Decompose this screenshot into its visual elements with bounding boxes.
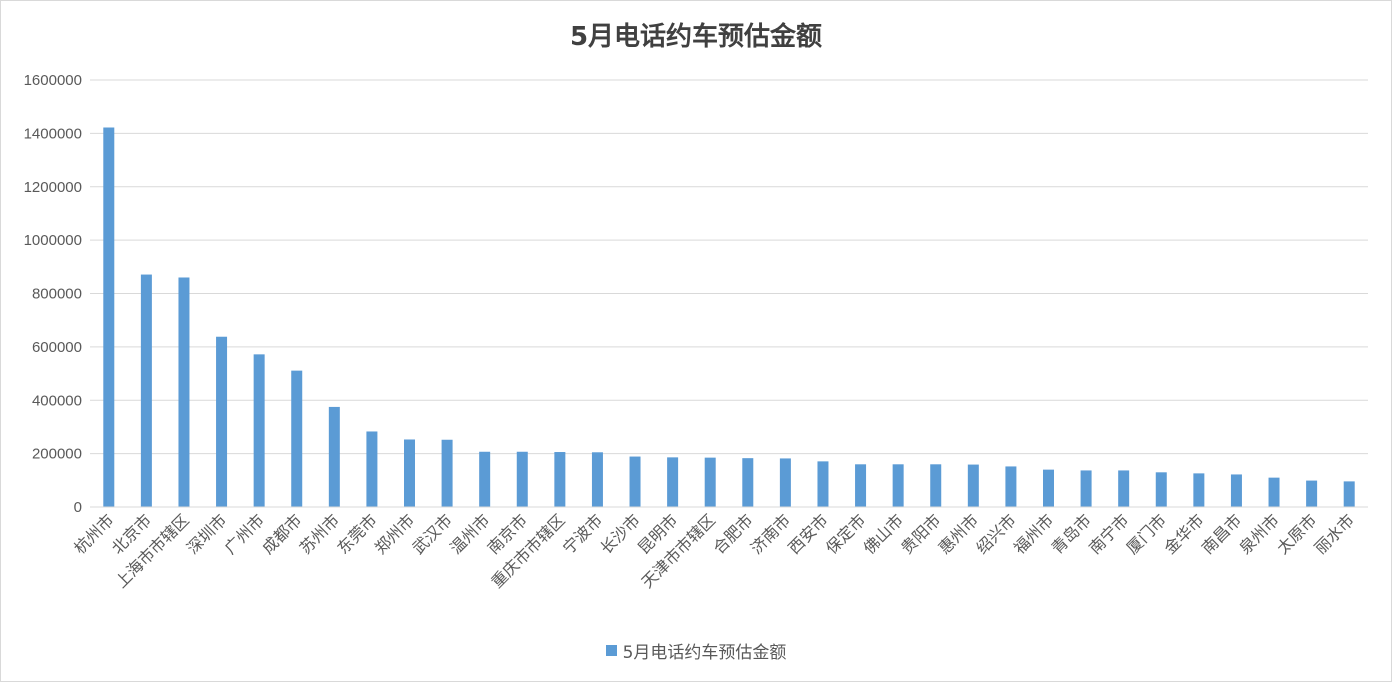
bar [779,458,791,507]
chart-title: 5月电话约车预估金额 [569,22,823,52]
bar [1043,469,1054,507]
bar [855,464,867,507]
x-tick-label: 泉州市 [1235,510,1282,557]
bar [140,274,152,507]
x-tick-label: 贵阳市 [897,510,944,557]
bars [103,127,1355,507]
bar [591,452,603,507]
x-tick-label: 西安市 [784,510,831,557]
x-tick-label: 丽水市 [1311,510,1358,557]
bar [1193,473,1205,507]
x-tick-label: 合肥市 [709,510,756,557]
bar [1268,477,1280,507]
x-tick-label: 郑州市 [371,510,418,557]
bar [291,370,303,507]
bar [366,431,378,507]
x-tick-label: 佛山市 [860,510,907,557]
bar [328,406,340,507]
x-tick-label: 苏州市 [296,510,343,557]
bar [1230,474,1242,507]
bar [1080,470,1092,507]
x-axis-ticks: 杭州市北京市上海市市辖区深圳市广州市成都市苏州市东莞市郑州市武汉市温州市南京市重… [70,510,1358,591]
x-tick-label: 保定市 [822,510,869,557]
y-tick-label: 800000 [32,286,82,303]
x-tick-label: 广州市 [221,510,268,557]
bar [253,354,265,507]
x-tick-label: 温州市 [446,510,493,557]
bar [930,464,942,507]
bar [1005,466,1017,507]
bar [1118,470,1130,507]
x-tick-label: 厦门市 [1123,510,1170,557]
x-tick-label: 武汉市 [409,510,456,557]
bar [1343,481,1355,507]
y-tick-label: 1400000 [24,125,82,142]
y-tick-label: 200000 [32,446,82,463]
x-tick-label: 金华市 [1160,510,1207,557]
x-tick-label: 东莞市 [333,510,380,557]
x-tick-label: 深圳市 [183,510,230,557]
bar [892,464,904,507]
bar [817,461,829,507]
y-tick-label: 600000 [32,339,82,356]
bar [1306,480,1318,507]
x-tick-label: 惠州市 [935,510,982,557]
bar [704,457,716,507]
bar [103,127,115,507]
bar [1155,472,1167,507]
x-tick-label: 济南市 [747,510,794,557]
x-tick-label: 福州市 [1010,510,1057,557]
bar [967,464,979,507]
y-tick-label: 0 [74,499,82,516]
y-tick-label: 400000 [32,392,82,409]
legend-label: 5月电话约车预估金额 [622,643,787,663]
bar [178,277,190,507]
x-tick-label: 青岛市 [1048,510,1095,557]
bar [216,336,228,507]
y-tick-label: 1000000 [24,232,82,249]
bar [479,451,491,507]
legend: 5月电话约车预估金额 [0,638,1392,663]
y-axis-ticks: 0 200000 400000 600000 800000 1000000 1200000 1… [24,72,82,516]
x-tick-label: 宁波市 [559,510,606,557]
bar [404,439,415,507]
bar [516,451,528,507]
x-tick-label: 南昌市 [1198,510,1245,557]
bar [667,457,679,507]
x-tick-label: 南宁市 [1085,510,1132,557]
bar [742,458,754,507]
x-tick-label: 绍兴市 [972,510,1019,557]
gridlines [90,79,1368,455]
x-tick-label: 杭州市 [70,510,117,557]
x-tick-label: 成都市 [258,510,305,557]
y-tick-label: 1200000 [24,179,82,196]
legend-swatch [605,645,617,656]
bar [554,452,566,507]
x-tick-label: 长沙市 [596,510,643,557]
x-tick-label: 太原市 [1273,510,1320,557]
y-tick-label: 1600000 [24,72,82,89]
bar [441,439,453,507]
bar [629,456,641,507]
